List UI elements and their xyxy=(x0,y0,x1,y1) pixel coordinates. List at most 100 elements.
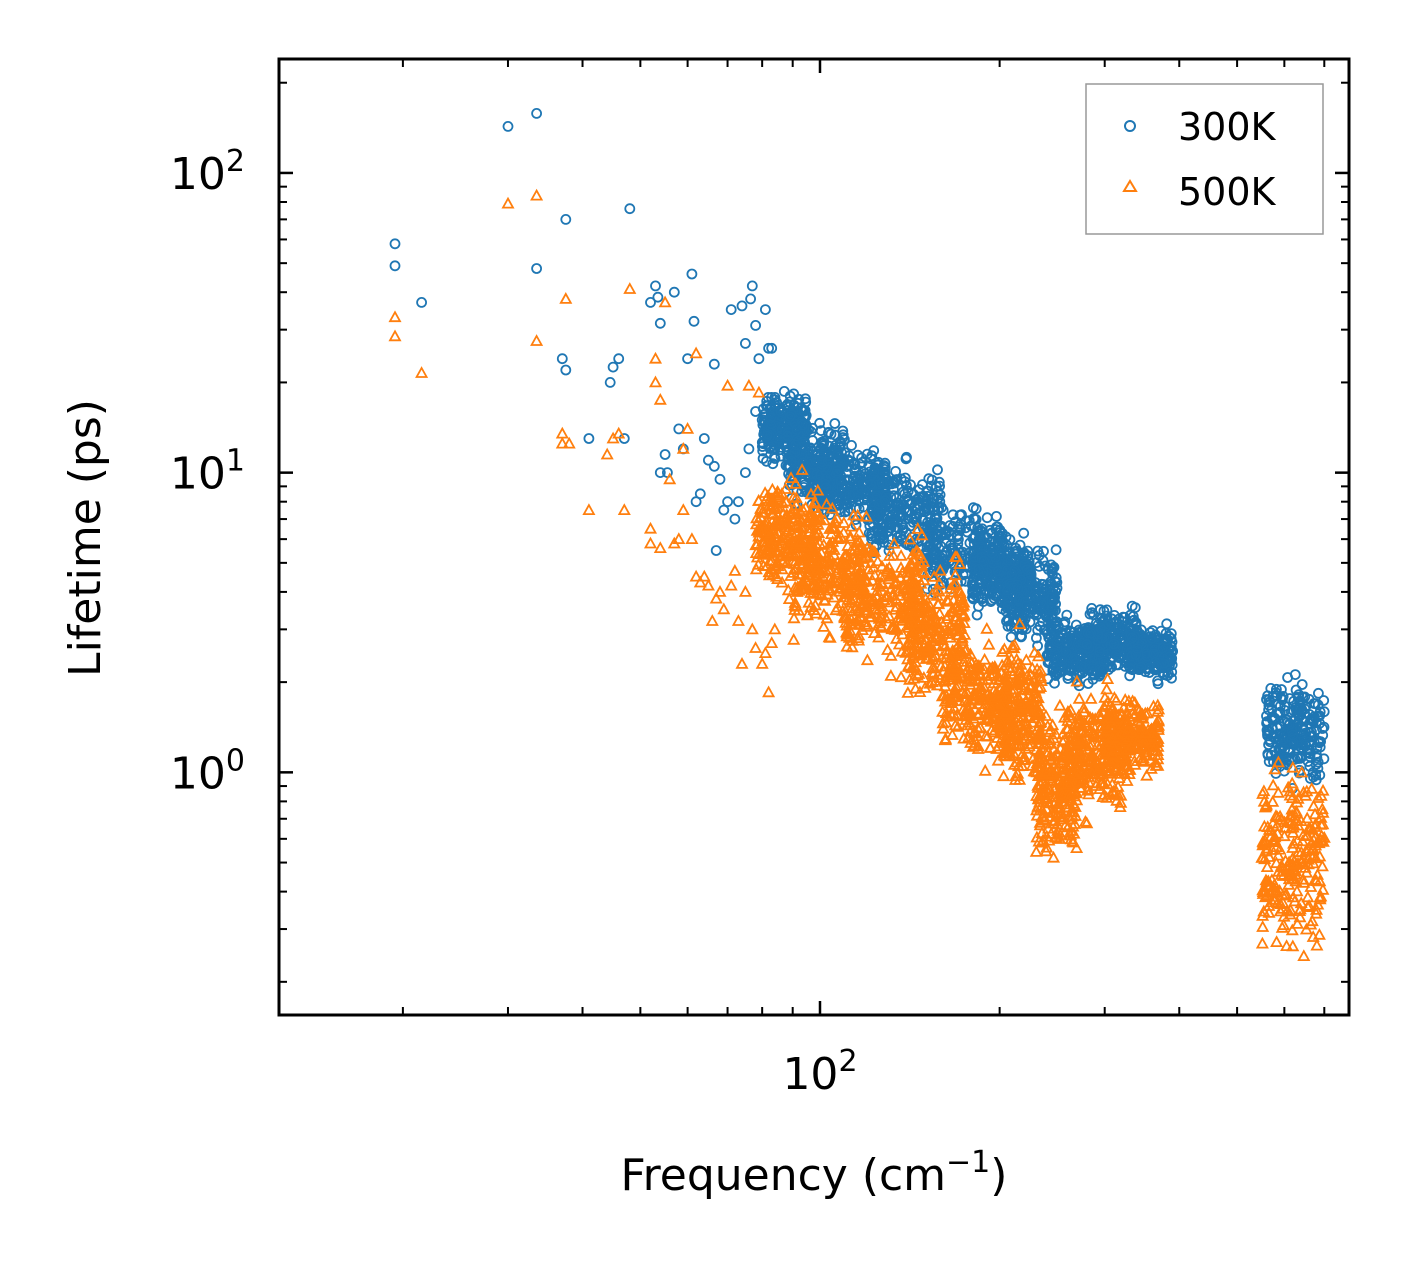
data-point-300k xyxy=(822,456,834,467)
data-point-300k xyxy=(1049,576,1061,587)
data-point-300k xyxy=(969,513,980,525)
data-point-300k xyxy=(740,337,751,349)
data-point-300k xyxy=(775,406,787,418)
data-point-500k xyxy=(851,573,865,585)
data-point-300k xyxy=(1261,710,1272,722)
data-point-300k xyxy=(1311,742,1323,753)
data-point-300k xyxy=(1310,774,1322,786)
data-point-500k xyxy=(787,611,801,624)
data-point-500k xyxy=(767,540,781,552)
data-point-300k xyxy=(1289,669,1301,680)
data-point-500k xyxy=(868,545,882,557)
data-point-300k xyxy=(1263,756,1275,767)
data-point-500k xyxy=(848,601,862,614)
data-point-300k xyxy=(1036,578,1048,590)
data-point-300k xyxy=(902,539,914,551)
data-point-500k xyxy=(752,547,766,559)
data-point-500k xyxy=(750,511,764,524)
data-point-500k xyxy=(755,657,769,669)
data-point-500k xyxy=(731,614,745,626)
data-point-300k xyxy=(891,532,903,543)
data-point-500k xyxy=(791,567,805,580)
data-point-500k xyxy=(775,562,789,575)
data-point-500k xyxy=(582,503,596,515)
data-point-300k xyxy=(1102,631,1114,642)
data-point-500k xyxy=(786,554,800,567)
data-point-500k xyxy=(820,611,834,624)
data-point-300k xyxy=(753,353,765,365)
data-point-500k xyxy=(530,188,544,201)
data-point-500k xyxy=(769,531,783,544)
data-point-300k xyxy=(875,531,887,543)
data-point-500k xyxy=(860,540,874,553)
data-point-500k xyxy=(789,498,803,511)
data-point-500k xyxy=(752,522,766,535)
data-point-500k xyxy=(600,447,614,460)
data-point-500k xyxy=(894,611,908,624)
data-point-300k xyxy=(800,393,811,405)
data-point-500k xyxy=(758,646,772,658)
data-point-300k xyxy=(789,418,801,430)
data-point-300k xyxy=(1265,749,1277,761)
data-point-500k xyxy=(890,622,904,635)
data-point-300k xyxy=(888,490,900,502)
data-point-300k xyxy=(1042,612,1054,624)
data-point-300k xyxy=(1286,725,1298,737)
data-point-500k xyxy=(787,490,801,503)
data-point-300k xyxy=(1160,634,1172,646)
data-point-500k xyxy=(875,603,889,616)
data-point-300k xyxy=(935,553,947,564)
data-point-300k xyxy=(1132,643,1143,654)
data-point-500k xyxy=(809,606,823,619)
data-point-500k xyxy=(648,351,663,364)
data-point-500k xyxy=(844,612,858,625)
data-point-300k xyxy=(1048,594,1060,606)
data-point-300k xyxy=(688,315,700,327)
data-point-300k xyxy=(1081,639,1093,650)
data-point-300k xyxy=(1000,605,1012,617)
data-point-500k xyxy=(804,487,818,500)
data-point-500k xyxy=(817,620,831,632)
data-point-300k xyxy=(769,394,781,406)
data-point-500k xyxy=(795,558,809,571)
data-point-300k xyxy=(1146,632,1158,644)
data-point-300k xyxy=(836,481,847,493)
data-point-500k xyxy=(813,588,827,601)
data-point-500k xyxy=(866,543,880,556)
data-point-300k xyxy=(1318,695,1330,706)
data-point-300k xyxy=(1277,694,1288,706)
data-point-300k xyxy=(846,439,857,451)
data-point-500k xyxy=(765,482,779,495)
data-point-500k xyxy=(761,526,775,539)
data-point-300k xyxy=(1272,708,1283,720)
data-point-500k xyxy=(911,522,925,534)
data-point-300k xyxy=(560,364,572,376)
data-point-300k xyxy=(1318,753,1330,765)
data-point-300k xyxy=(933,476,945,488)
data-point-500k xyxy=(864,592,878,604)
data-point-500k xyxy=(800,608,815,621)
data-point-300k xyxy=(816,453,828,465)
data-point-300k xyxy=(1297,721,1309,733)
data-point-500k xyxy=(837,516,851,528)
data-point-500k xyxy=(709,591,723,604)
data-point-300k xyxy=(645,296,656,308)
data-point-500k xyxy=(839,610,853,623)
data-point-300k xyxy=(832,449,843,461)
data-point-300k xyxy=(763,342,774,354)
data-point-300k xyxy=(1284,746,1296,757)
data-point-500k xyxy=(915,528,929,541)
data-point-300k xyxy=(786,409,797,421)
data-point-500k xyxy=(817,513,832,526)
data-point-300k xyxy=(1166,666,1178,678)
data-point-500k xyxy=(868,568,882,581)
data-point-500k xyxy=(776,496,790,509)
data-point-300k xyxy=(757,453,769,464)
data-point-300k xyxy=(729,513,741,525)
data-point-300k xyxy=(659,449,671,460)
data-point-500k xyxy=(721,378,735,391)
data-point-300k xyxy=(1273,743,1285,755)
data-point-300k xyxy=(889,474,901,486)
data-point-500k xyxy=(555,436,569,449)
